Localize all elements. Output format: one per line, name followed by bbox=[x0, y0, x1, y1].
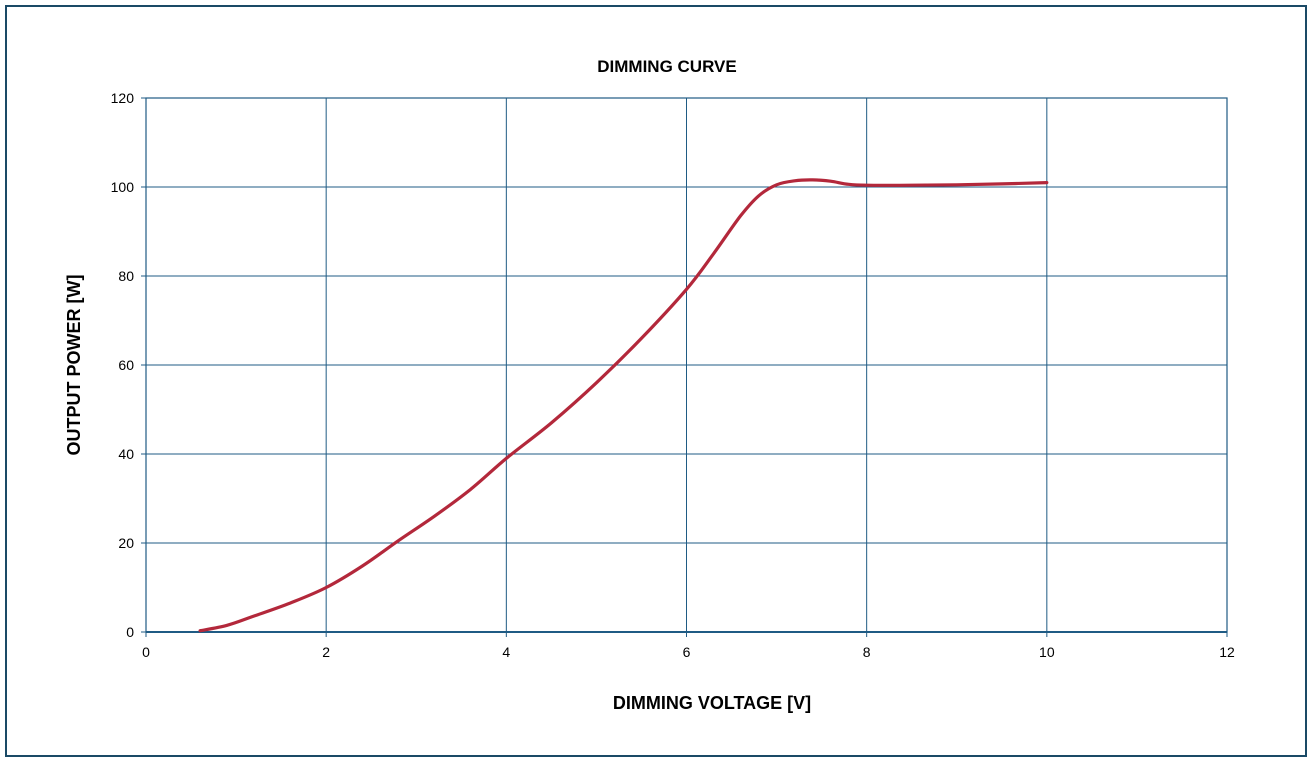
y-tick-label: 120 bbox=[111, 90, 135, 106]
dimming-curve-line bbox=[198, 178, 1049, 633]
y-tick-label: 60 bbox=[118, 357, 134, 373]
x-tick-label: 10 bbox=[1039, 644, 1055, 660]
x-tick-label: 12 bbox=[1219, 644, 1235, 660]
grid-lines bbox=[141, 97, 1228, 637]
chart-title: DIMMING CURVE bbox=[597, 57, 736, 76]
x-tick-labels: 0 2 4 6 8 10 12 bbox=[142, 644, 1235, 660]
x-tick-label: 6 bbox=[683, 644, 691, 660]
y-tick-label: 0 bbox=[126, 624, 134, 640]
y-tick-label: 100 bbox=[111, 179, 135, 195]
y-axis-title: OUTPUT POWER [W] bbox=[64, 275, 84, 456]
y-tick-label: 20 bbox=[118, 535, 134, 551]
y-tick-labels: 0 20 40 60 80 100 120 bbox=[111, 90, 135, 640]
x-axis-title: DIMMING VOLTAGE [V] bbox=[613, 693, 811, 713]
y-tick-label: 40 bbox=[118, 446, 134, 462]
y-tick-label: 80 bbox=[118, 268, 134, 284]
x-tick-label: 8 bbox=[863, 644, 871, 660]
x-tick-label: 4 bbox=[502, 644, 510, 660]
x-tick-label: 2 bbox=[322, 644, 330, 660]
x-tick-label: 0 bbox=[142, 644, 150, 660]
